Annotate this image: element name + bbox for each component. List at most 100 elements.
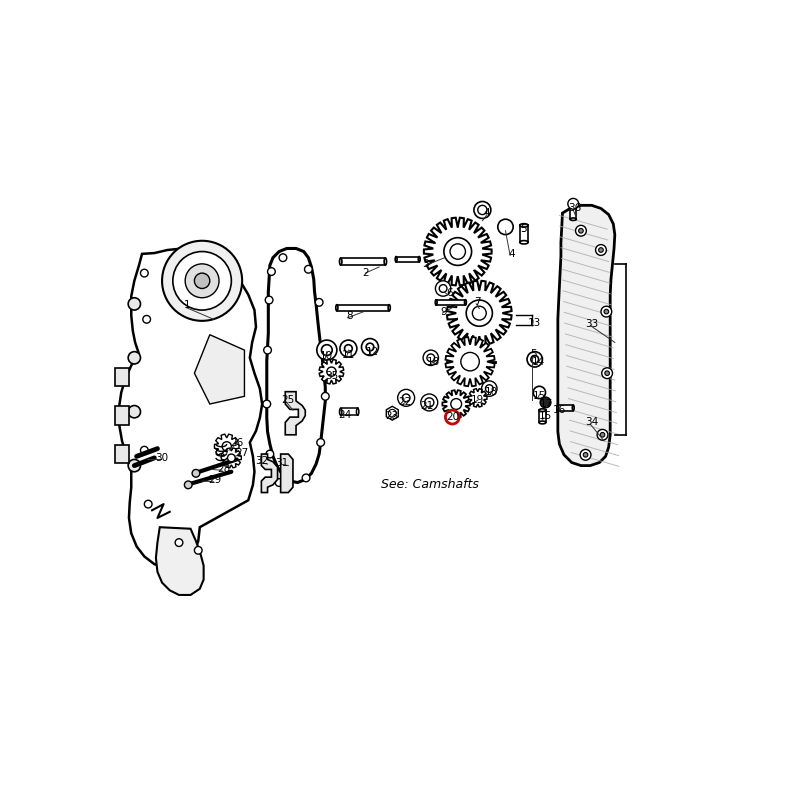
Text: See: Camshafts: See: Camshafts [381,478,478,491]
Polygon shape [469,389,487,407]
Circle shape [302,474,310,482]
Ellipse shape [557,405,558,410]
Circle shape [474,202,491,218]
Circle shape [266,296,273,304]
Circle shape [568,198,578,209]
Circle shape [173,251,231,310]
Circle shape [222,442,231,451]
Circle shape [128,459,141,472]
Text: 31: 31 [275,458,289,467]
Circle shape [583,453,588,457]
Bar [396,257,419,262]
Bar [115,368,129,386]
Circle shape [143,315,150,323]
Circle shape [267,268,275,275]
Circle shape [602,368,613,378]
Bar [341,258,386,265]
Circle shape [450,244,466,259]
Ellipse shape [339,258,342,265]
Circle shape [389,410,396,417]
Text: 6: 6 [446,288,453,298]
Circle shape [317,340,337,360]
Circle shape [604,310,609,314]
Ellipse shape [336,305,338,311]
Bar [337,305,390,311]
Circle shape [421,394,438,411]
Text: 7: 7 [474,298,481,307]
Circle shape [398,390,414,406]
Circle shape [595,245,606,255]
Bar [436,300,466,305]
Ellipse shape [418,257,420,262]
Circle shape [322,393,329,400]
Circle shape [466,300,492,326]
Circle shape [128,352,141,364]
Circle shape [439,285,447,292]
Text: 17: 17 [540,399,553,409]
Circle shape [141,270,148,277]
Ellipse shape [384,258,386,265]
Circle shape [194,546,202,554]
Polygon shape [266,249,326,482]
Polygon shape [156,527,204,595]
Circle shape [184,481,192,489]
Bar [558,405,574,410]
Text: 4: 4 [508,249,515,259]
Circle shape [534,386,546,398]
Circle shape [362,338,378,355]
Circle shape [315,298,323,306]
Ellipse shape [520,224,528,227]
Polygon shape [319,359,344,384]
Polygon shape [281,454,293,493]
Circle shape [486,385,493,393]
Circle shape [322,345,332,355]
Polygon shape [424,218,492,286]
Circle shape [320,346,328,354]
Circle shape [128,298,141,310]
Circle shape [423,350,438,366]
Text: 22: 22 [398,398,411,407]
Text: 33: 33 [585,319,598,329]
Circle shape [527,352,542,367]
Circle shape [605,371,610,375]
Circle shape [275,478,283,486]
Text: 28: 28 [217,464,230,474]
Text: 9: 9 [441,306,447,317]
Text: 8: 8 [346,311,353,322]
Ellipse shape [572,405,574,410]
Circle shape [478,206,487,214]
Bar [115,445,129,463]
Text: 5: 5 [530,349,537,359]
Circle shape [597,430,608,440]
Circle shape [598,248,603,252]
Text: 12: 12 [366,347,379,358]
Text: 15: 15 [533,391,546,402]
Polygon shape [222,448,242,468]
Circle shape [580,450,591,460]
Text: 25: 25 [281,395,294,405]
Circle shape [575,226,586,236]
Circle shape [128,406,141,418]
Circle shape [317,438,325,446]
Circle shape [263,400,270,408]
Circle shape [446,410,459,424]
Circle shape [345,345,352,353]
Ellipse shape [357,408,359,415]
Circle shape [266,450,274,458]
Polygon shape [262,454,278,493]
Text: 24: 24 [338,410,352,420]
Ellipse shape [395,257,397,262]
Ellipse shape [570,204,576,206]
Circle shape [578,229,583,233]
Text: 32: 32 [254,456,268,466]
Circle shape [600,433,605,437]
Text: 26: 26 [230,438,243,448]
Polygon shape [119,249,262,567]
Text: 19: 19 [470,395,484,405]
Text: 36: 36 [568,203,582,214]
Circle shape [305,266,312,273]
Text: 11: 11 [342,350,355,360]
Text: 20: 20 [446,412,459,422]
Circle shape [340,340,357,357]
Polygon shape [447,281,511,346]
